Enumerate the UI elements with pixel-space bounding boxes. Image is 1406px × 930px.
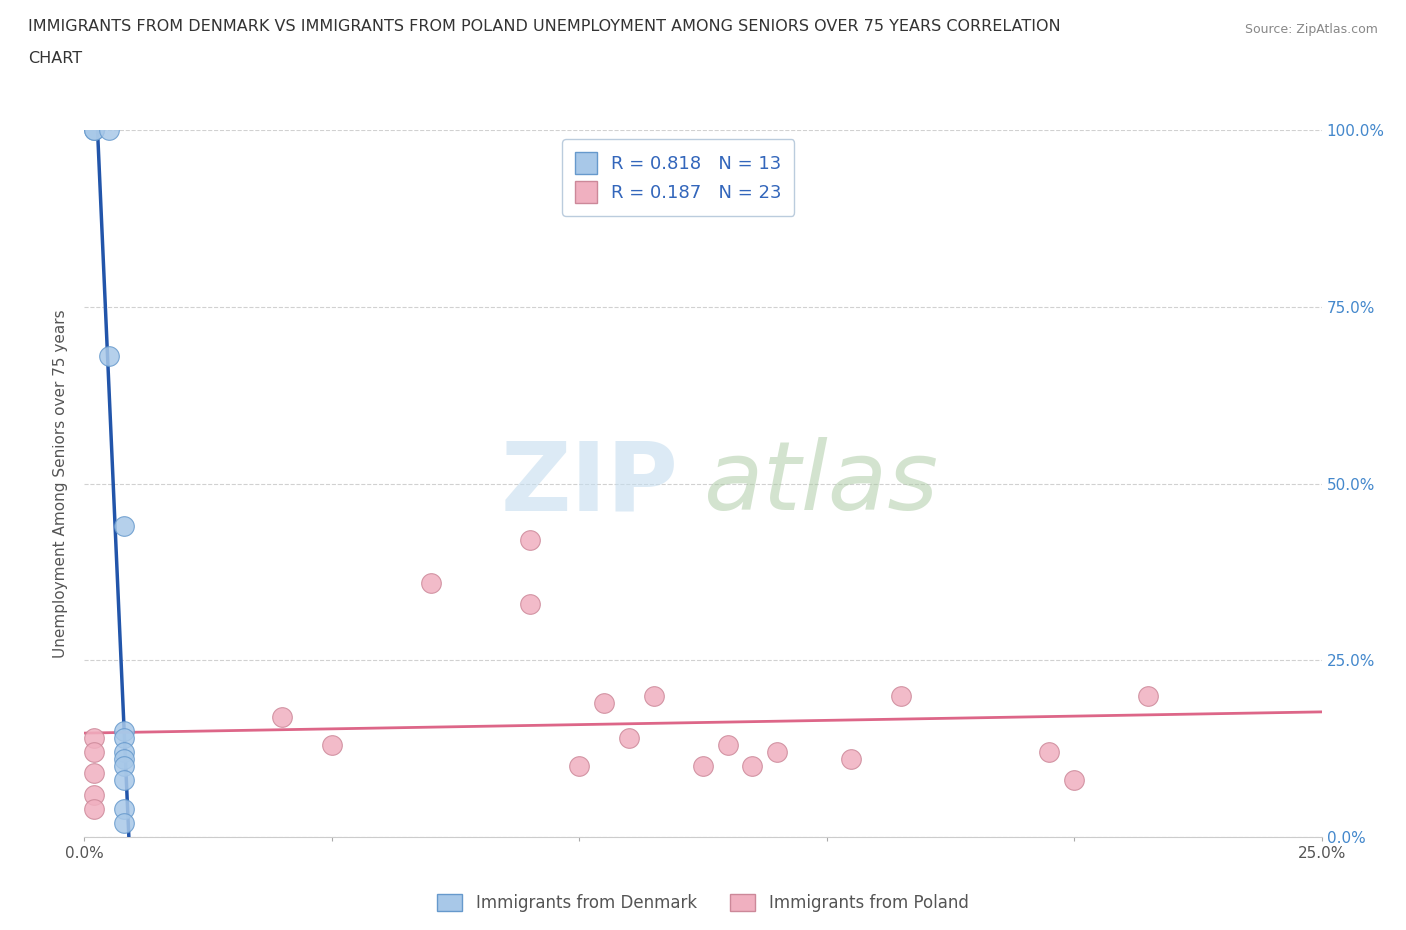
Point	[643, 688, 665, 703]
Point	[617, 731, 640, 746]
Point	[1063, 773, 1085, 788]
Point	[692, 759, 714, 774]
Point	[890, 688, 912, 703]
Point	[112, 759, 135, 774]
Point	[519, 596, 541, 611]
Point	[83, 766, 105, 781]
Point	[321, 737, 343, 752]
Point	[593, 696, 616, 711]
Point	[112, 751, 135, 766]
Text: Source: ZipAtlas.com: Source: ZipAtlas.com	[1244, 23, 1378, 36]
Point	[83, 802, 105, 817]
Point	[98, 349, 121, 364]
Point	[83, 123, 105, 138]
Text: CHART: CHART	[28, 51, 82, 66]
Text: IMMIGRANTS FROM DENMARK VS IMMIGRANTS FROM POLAND UNEMPLOYMENT AMONG SENIORS OVE: IMMIGRANTS FROM DENMARK VS IMMIGRANTS FR…	[28, 19, 1060, 33]
Point	[112, 802, 135, 817]
Point	[1137, 688, 1160, 703]
Text: atlas: atlas	[703, 437, 938, 530]
Point	[741, 759, 763, 774]
Point	[519, 533, 541, 548]
Legend: Immigrants from Denmark, Immigrants from Poland: Immigrants from Denmark, Immigrants from…	[429, 885, 977, 921]
Y-axis label: Unemployment Among Seniors over 75 years: Unemployment Among Seniors over 75 years	[53, 310, 69, 658]
Point	[766, 745, 789, 760]
Point	[112, 731, 135, 746]
Point	[83, 123, 105, 138]
Point	[112, 745, 135, 760]
Point	[1038, 745, 1060, 760]
Point	[419, 575, 441, 590]
Point	[568, 759, 591, 774]
Point	[112, 773, 135, 788]
Point	[83, 745, 105, 760]
Text: ZIP: ZIP	[501, 437, 678, 530]
Point	[112, 816, 135, 830]
Point	[112, 519, 135, 534]
Point	[83, 787, 105, 802]
Point	[271, 710, 294, 724]
Point	[98, 123, 121, 138]
Point	[112, 724, 135, 738]
Point	[841, 751, 863, 766]
Point	[83, 731, 105, 746]
Point	[717, 737, 740, 752]
